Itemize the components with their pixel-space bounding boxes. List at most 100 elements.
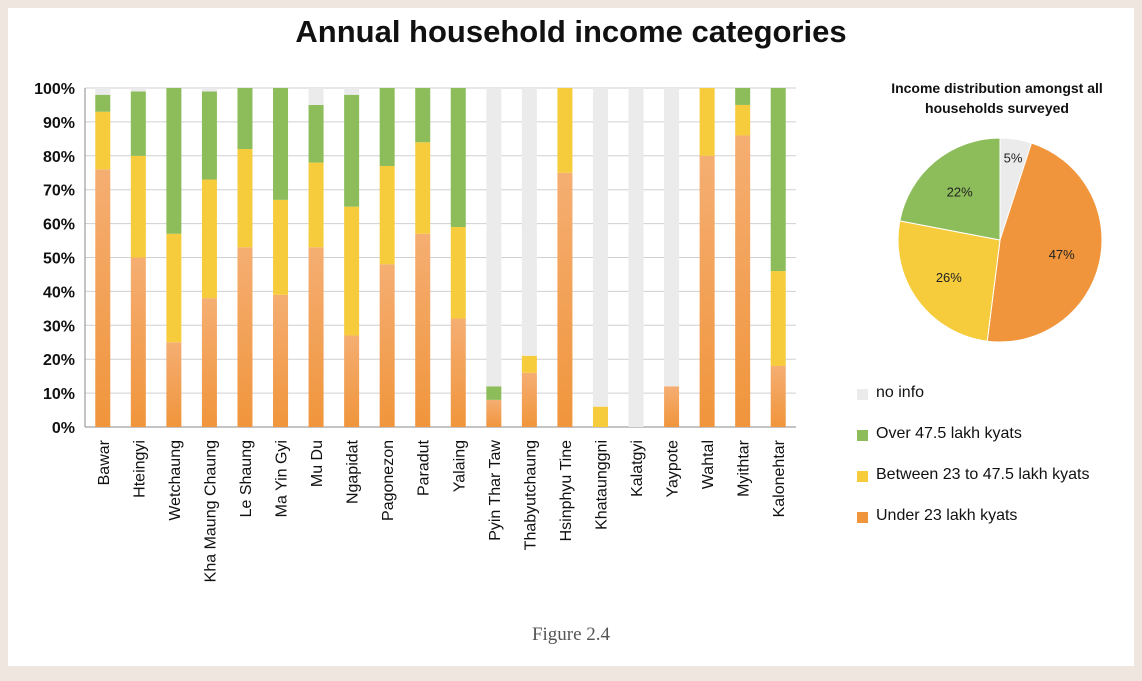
bar-segment-under: [664, 386, 680, 427]
bar-segment-over: [415, 88, 431, 143]
y-tick-label: 100%: [34, 81, 75, 98]
pie-slice-over: [899, 137, 1001, 241]
x-tick-label: Kha Maung Chaung: [202, 440, 219, 582]
bar-segment-between: [237, 149, 253, 248]
y-tick-label: 10%: [43, 386, 75, 403]
legend-swatch: [857, 389, 868, 400]
x-tick-label: Yaypote: [665, 440, 682, 498]
bar-segment-under: [308, 247, 324, 427]
pie-slice-label: 5%: [1004, 150, 1023, 165]
bar-segment-between: [450, 226, 466, 319]
bar-segment-under: [344, 335, 360, 427]
y-tick-label: 0%: [52, 420, 75, 437]
bar-segment-under: [415, 233, 431, 427]
bar-segment-over: [379, 88, 395, 166]
legend-label: Over 47.5 lakh kyats: [876, 425, 1022, 442]
bar-segment-over: [344, 94, 360, 207]
bar-segment-between: [379, 165, 395, 265]
y-tick-label: 80%: [43, 149, 75, 166]
bar-segment-between: [201, 179, 217, 299]
bar-segment-over: [130, 91, 146, 156]
bar-segment-under: [699, 155, 715, 428]
y-tick-label: 50%: [43, 251, 75, 268]
bar-segment-between: [415, 142, 431, 234]
bar-segment-no-info: [201, 88, 217, 92]
x-tick-label: Thabyutchaung: [522, 440, 539, 550]
legend-label: Under 23 lakh kyats: [876, 507, 1018, 524]
legend-label: Between 23 to 47.5 lakh kyats: [876, 466, 1090, 483]
bar-segment-over: [166, 88, 182, 234]
chart-title: Annual household income categories: [295, 14, 847, 49]
legend-label: no info: [876, 384, 925, 401]
bar-segment-between: [95, 111, 111, 170]
pie-slice-label: 47%: [1049, 247, 1075, 262]
bar-segment-over: [735, 88, 751, 105]
bar-segment-under: [166, 342, 182, 427]
bar-segment-under: [273, 294, 289, 427]
bar-segment-between: [308, 162, 324, 248]
x-tick-label: Khataunggni: [593, 440, 610, 530]
x-tick-label: Wetchaung: [167, 440, 184, 521]
bar-segment-between: [130, 155, 146, 258]
pie-chart: 5% 47% 26% 22%: [897, 137, 1103, 343]
bar-segment-under: [379, 264, 395, 427]
bar-segment-under: [486, 399, 502, 427]
x-tick-label: Bawar: [96, 439, 113, 485]
x-tick-label: Yalaing: [451, 440, 468, 492]
bar-segment-over: [308, 104, 324, 163]
x-tick-label: Hsinphyu Tine: [558, 440, 575, 541]
y-tick-label: 30%: [43, 318, 75, 335]
bar-segment-no-info: [521, 88, 537, 356]
y-tick-label: 40%: [43, 284, 75, 301]
bar-segment-between: [166, 233, 182, 343]
bar-segment-under: [237, 247, 253, 427]
bar-segment-between: [344, 206, 360, 336]
bar-segment-under: [521, 372, 537, 427]
legend-swatch: [857, 471, 868, 482]
bar-segment-no-info: [344, 88, 360, 95]
pie-slice-between: [897, 220, 1001, 342]
bar-segment-no-info: [130, 88, 146, 92]
bar-segment-over: [273, 88, 289, 200]
bar-segment-under: [95, 169, 111, 428]
bar-segment-over: [201, 91, 217, 180]
stacked-bar-chart: 0% 10% 20% 30% 40% 50% 60% 70% 80% 90% 100% Bawar Ht…: [34, 81, 796, 582]
bar-segment-between: [273, 199, 289, 295]
bar-segment-over: [95, 94, 111, 112]
bar-segment-over: [486, 386, 502, 400]
x-tick-label: Paradut: [416, 439, 433, 496]
x-tick-label: Mu Du: [309, 440, 326, 487]
bar-segment-under: [450, 318, 466, 427]
bar-segment-under: [735, 135, 751, 427]
legend-swatch: [857, 512, 868, 523]
bar-segment-no-info: [664, 88, 680, 387]
x-tick-label: Kalonehtar: [771, 439, 788, 517]
bar-segment-under: [130, 257, 146, 427]
x-tick-label: Pyin Thar Taw: [487, 440, 504, 541]
bar-segment-between: [699, 88, 715, 156]
x-tick-label: Ma Yin Gyi: [274, 440, 291, 517]
bar-segment-between: [592, 406, 608, 427]
x-tick-label: Hteingyi: [131, 440, 148, 498]
x-tick-label: Myithtar: [736, 439, 753, 497]
legend-swatch: [857, 430, 868, 441]
pie-chart-title: Income distribution amongst all househol…: [891, 80, 1103, 116]
bar-segment-under: [201, 298, 217, 427]
bar-segment-over: [237, 88, 253, 150]
bar-segment-no-info: [308, 88, 324, 105]
bar-segment-no-info: [628, 88, 644, 427]
x-tick-label: Kalatgyi: [629, 440, 646, 497]
bar-segment-no-info: [592, 88, 608, 407]
x-tick-label: Ngapidat: [345, 439, 362, 504]
bar-segment-over: [770, 88, 786, 272]
y-tick-label: 90%: [43, 115, 75, 132]
pie-slice-label: 26%: [936, 270, 962, 285]
x-tick-label: Pagonezon: [380, 440, 397, 521]
bar-segment-no-info: [486, 88, 502, 387]
pie-slice-label: 22%: [947, 184, 973, 199]
pie-slice-under: [986, 142, 1103, 343]
bar-segment-between: [770, 271, 786, 366]
x-tick-label: Wahtal: [700, 440, 717, 489]
bar-segment-under: [770, 365, 786, 427]
bar-segment-between: [521, 355, 537, 373]
